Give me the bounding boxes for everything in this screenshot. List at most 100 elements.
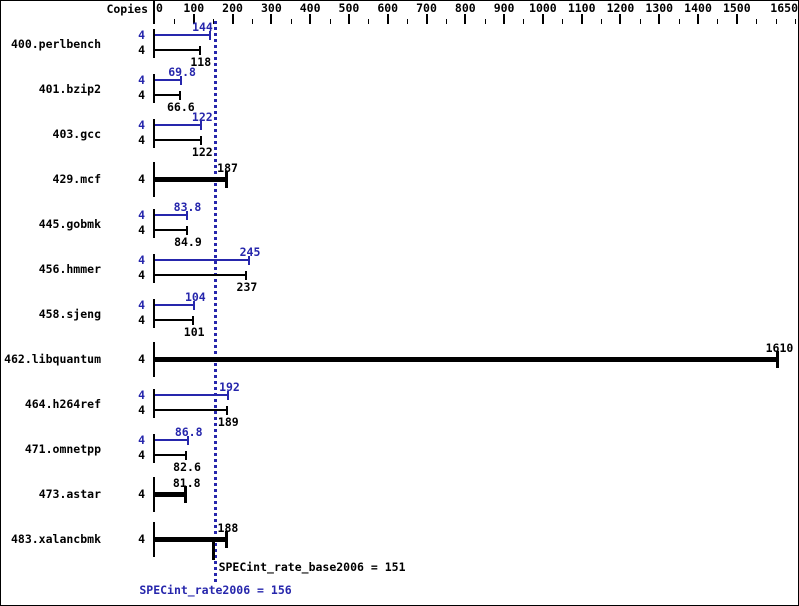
peak-reference-line bbox=[214, 21, 217, 584]
copies-value: 4 bbox=[138, 448, 145, 462]
row-axis-segment bbox=[153, 477, 155, 512]
x-axis-tick bbox=[639, 19, 641, 24]
copies-value: 4 bbox=[138, 133, 145, 147]
base-bar bbox=[155, 536, 228, 542]
x-axis-tick bbox=[251, 19, 253, 24]
row-axis-segment bbox=[153, 342, 155, 377]
x-axis-tick bbox=[368, 19, 370, 24]
base-value-label: 82.6 bbox=[173, 460, 201, 474]
row-axis-segment bbox=[153, 209, 155, 238]
copies-value: 4 bbox=[138, 403, 145, 417]
copies-value: 4 bbox=[138, 253, 145, 267]
x-axis-tick bbox=[290, 19, 292, 24]
x-axis-tick bbox=[775, 19, 777, 24]
peak-bar-end-cap bbox=[227, 390, 230, 400]
copies-column-header: Copies bbox=[106, 2, 148, 16]
base-bar bbox=[155, 274, 247, 276]
base-bar-end-cap bbox=[776, 350, 780, 368]
base-value-label: 122 bbox=[191, 145, 213, 159]
base-bar bbox=[155, 319, 195, 321]
base-bar-end-cap bbox=[224, 170, 228, 188]
base-summary-label: SPECint_rate_base2006 = 151 bbox=[218, 560, 406, 574]
peak-value-label: 122 bbox=[191, 110, 213, 124]
x-axis-tick-label: 1400 bbox=[684, 1, 712, 15]
benchmark-label: 429.mcf bbox=[52, 172, 101, 186]
base-bar bbox=[155, 229, 188, 231]
x-axis-tick-label: 700 bbox=[416, 1, 437, 15]
copies-value: 4 bbox=[138, 208, 145, 222]
x-axis-tick-label: 900 bbox=[493, 1, 515, 15]
base-bar bbox=[155, 94, 181, 96]
x-axis-tick bbox=[523, 19, 525, 24]
x-axis-tick-label: 1100 bbox=[567, 1, 596, 15]
copies-value: 4 bbox=[138, 268, 145, 282]
benchmark-label: 473.astar bbox=[38, 487, 101, 501]
benchmark-label: 403.gcc bbox=[52, 127, 101, 141]
base-bar-end-cap bbox=[185, 450, 188, 460]
peak-bar bbox=[155, 214, 188, 216]
x-axis-tick-label: 800 bbox=[454, 1, 476, 15]
x-axis-tick-label: 1650 bbox=[770, 1, 798, 15]
x-axis-tick bbox=[386, 14, 389, 24]
peak-value-label: 245 bbox=[239, 245, 261, 259]
benchmark-label: 462.libquantum bbox=[4, 352, 101, 366]
base-bar-end-cap bbox=[192, 315, 195, 325]
x-axis-tick bbox=[717, 19, 719, 24]
x-axis-tick bbox=[329, 19, 331, 24]
peak-value-label: 144 bbox=[192, 20, 213, 34]
copies-value: 4 bbox=[138, 43, 145, 57]
peak-bar bbox=[155, 124, 203, 126]
benchmark-label: 458.sjeng bbox=[38, 307, 101, 321]
x-axis-tick bbox=[231, 14, 234, 24]
base-value-label: 84.9 bbox=[174, 235, 202, 249]
x-axis-tick-label: 100 bbox=[183, 1, 205, 15]
row-axis-segment bbox=[153, 254, 155, 283]
peak-bar bbox=[155, 259, 251, 261]
peak-bar-end-cap bbox=[180, 75, 183, 85]
peak-value-label: 83.8 bbox=[173, 200, 202, 214]
x-axis-tick bbox=[541, 14, 544, 24]
peak-bar bbox=[155, 394, 230, 396]
base-bar bbox=[155, 409, 229, 411]
base-reference-line bbox=[212, 539, 216, 560]
base-value-label: 189 bbox=[217, 415, 239, 429]
x-axis-tick-label: 1200 bbox=[606, 1, 635, 15]
peak-bar-end-cap bbox=[186, 435, 189, 445]
peak-bar bbox=[155, 79, 183, 81]
x-axis-tick-label: 400 bbox=[299, 1, 321, 15]
base-bar-end-cap bbox=[200, 135, 203, 145]
peak-summary-label: SPECint_rate2006 = 156 bbox=[139, 583, 292, 597]
x-axis-tick-label: 1000 bbox=[529, 1, 557, 15]
x-axis-tick-label: 200 bbox=[222, 1, 243, 15]
x-axis-tick bbox=[697, 14, 700, 24]
base-bar-end-cap bbox=[244, 270, 247, 280]
base-bar bbox=[155, 356, 780, 362]
x-axis-tick bbox=[658, 14, 661, 24]
x-axis-tick-label: 500 bbox=[338, 1, 360, 15]
benchmark-label: 471.omnetpp bbox=[24, 442, 101, 456]
x-axis-tick bbox=[464, 14, 467, 24]
x-axis-tick bbox=[580, 14, 583, 24]
base-bar-end-cap bbox=[185, 225, 188, 235]
x-axis-tick-label: 0 bbox=[156, 1, 163, 15]
benchmark-label: 464.h264ref bbox=[24, 397, 101, 411]
row-axis-segment bbox=[153, 389, 155, 418]
base-bar bbox=[155, 176, 228, 182]
copies-value: 4 bbox=[138, 298, 145, 312]
copies-value: 4 bbox=[138, 73, 145, 87]
base-value-label: 188 bbox=[217, 521, 239, 535]
peak-bar-end-cap bbox=[200, 120, 203, 130]
x-axis-tick bbox=[735, 14, 738, 24]
x-axis-tick bbox=[213, 19, 215, 24]
row-axis-segment bbox=[153, 299, 155, 328]
copies-value: 4 bbox=[138, 352, 145, 366]
copies-value: 4 bbox=[138, 223, 145, 237]
x-axis-tick-label: 600 bbox=[377, 1, 399, 15]
x-axis-tick-label: 300 bbox=[260, 1, 282, 15]
base-bar-end-cap bbox=[178, 90, 181, 100]
row-axis-segment bbox=[153, 522, 155, 557]
x-axis-tick bbox=[425, 14, 428, 24]
x-axis-tick bbox=[756, 19, 758, 24]
base-value-label: 66.6 bbox=[166, 100, 195, 114]
x-axis-tick-label: 1300 bbox=[645, 1, 674, 15]
